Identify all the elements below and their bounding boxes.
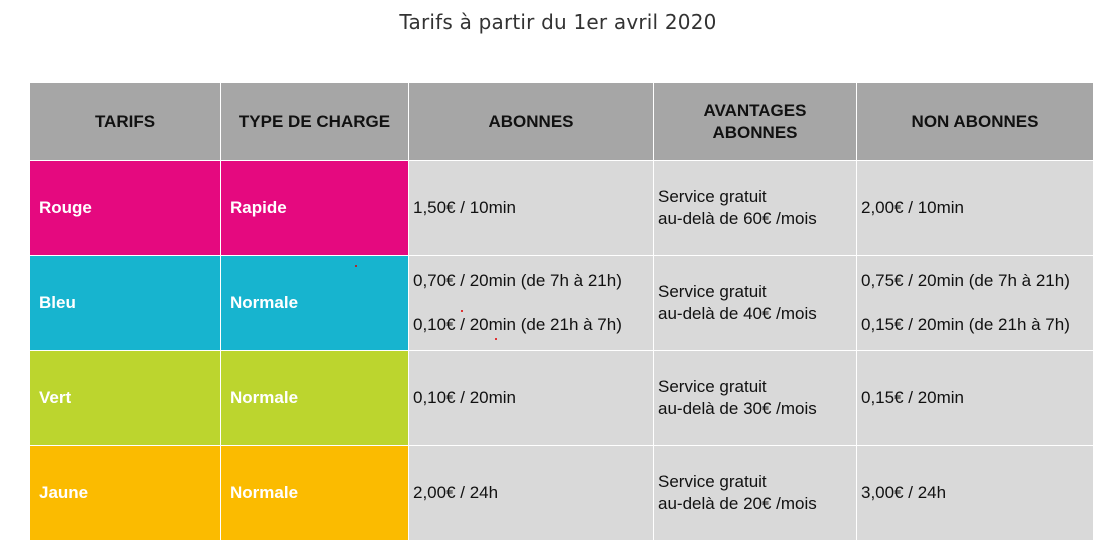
avantages-cell: Service gratuit au-delà de 30€ /mois: [653, 350, 857, 446]
red-mark: [355, 265, 357, 267]
non-abonnes-price: 3,00€ / 24h: [861, 483, 947, 502]
avantages-line1: Service gratuit: [658, 377, 767, 396]
non-abonnes-cell: 0,75€ / 20min (de 7h à 21h) 0,15€ / 20mi…: [856, 255, 1094, 351]
tarif-cell-jaune: Jaune: [29, 445, 221, 541]
tarifs-table: TARIFS TYPE DE CHARGE ABONNES AVANTAGES …: [29, 82, 1094, 541]
page-title: Tarifs à partir du 1er avril 2020: [399, 10, 717, 34]
abonnes-cell: 2,00€ / 24h: [408, 445, 654, 541]
avantages-line1: Service gratuit: [658, 187, 767, 206]
table-row: Bleu Normale 0,70€ / 20min (de 7h à 21h)…: [29, 255, 1094, 351]
non-abonnes-price-night: 0,15€ / 20min (de 21h à 7h): [861, 315, 1070, 334]
avantages-line1: Service gratuit: [658, 282, 767, 301]
avantages-cell: Service gratuit au-delà de 60€ /mois: [653, 160, 857, 256]
line-gap: [861, 292, 1093, 314]
avantages-line1: Service gratuit: [658, 472, 767, 491]
header-tarifs: TARIFS: [29, 82, 221, 161]
red-mark: [461, 310, 463, 312]
abonnes-cell: 0,10€ / 20min: [408, 350, 654, 446]
avantages-cell: Service gratuit au-delà de 40€ /mois: [653, 255, 857, 351]
header-non-abonnes: NON ABONNES: [856, 82, 1094, 161]
red-mark: [495, 338, 497, 340]
non-abonnes-cell: 2,00€ / 10min: [856, 160, 1094, 256]
header-avantages-abonnes: AVANTAGES ABONNES: [653, 82, 857, 161]
type-cell-jaune: Normale: [220, 445, 409, 541]
header-type-de-charge: TYPE DE CHARGE: [220, 82, 409, 161]
abonnes-price: 0,10€ / 20min: [413, 388, 517, 407]
table-row: Vert Normale 0,10€ / 20min Service gratu…: [29, 350, 1094, 446]
type-cell-bleu: Normale: [220, 255, 409, 351]
header-avantages-line1: AVANTAGES: [703, 100, 807, 120]
non-abonnes-cell: 0,15€ / 20min: [856, 350, 1094, 446]
non-abonnes-price: 0,15€ / 20min: [861, 388, 965, 407]
table-header-row: TARIFS TYPE DE CHARGE ABONNES AVANTAGES …: [29, 82, 1094, 161]
abonnes-price: 2,00€ / 24h: [413, 483, 499, 502]
non-abonnes-cell: 3,00€ / 24h: [856, 445, 1094, 541]
tarif-cell-rouge: Rouge: [29, 160, 221, 256]
avantages-line2: au-delà de 40€ /mois: [658, 304, 817, 323]
abonnes-price: 1,50€ / 10min: [413, 198, 517, 217]
header-avantages-line2: ABONNES: [712, 122, 798, 142]
header-abonnes: ABONNES: [408, 82, 654, 161]
tarif-cell-vert: Vert: [29, 350, 221, 446]
abonnes-price-night: 0,10€ / 20min (de 21h à 7h): [413, 315, 622, 334]
non-abonnes-price-day: 0,75€ / 20min (de 7h à 21h): [861, 271, 1070, 290]
abonnes-cell: 1,50€ / 10min: [408, 160, 654, 256]
abonnes-cell: 0,70€ / 20min (de 7h à 21h) 0,10€ / 20mi…: [408, 255, 654, 351]
table-row: Rouge Rapide 1,50€ / 10min Service gratu…: [29, 160, 1094, 256]
line-gap: [413, 292, 653, 314]
table-row: Jaune Normale 2,00€ / 24h Service gratui…: [29, 445, 1094, 541]
avantages-line2: au-delà de 20€ /mois: [658, 494, 817, 513]
avantages-line2: au-delà de 30€ /mois: [658, 399, 817, 418]
non-abonnes-price: 2,00€ / 10min: [861, 198, 965, 217]
type-cell-vert: Normale: [220, 350, 409, 446]
avantages-line2: au-delà de 60€ /mois: [658, 209, 817, 228]
type-cell-rouge: Rapide: [220, 160, 409, 256]
avantages-cell: Service gratuit au-delà de 20€ /mois: [653, 445, 857, 541]
tarif-cell-bleu: Bleu: [29, 255, 221, 351]
abonnes-price-day: 0,70€ / 20min (de 7h à 21h): [413, 271, 622, 290]
